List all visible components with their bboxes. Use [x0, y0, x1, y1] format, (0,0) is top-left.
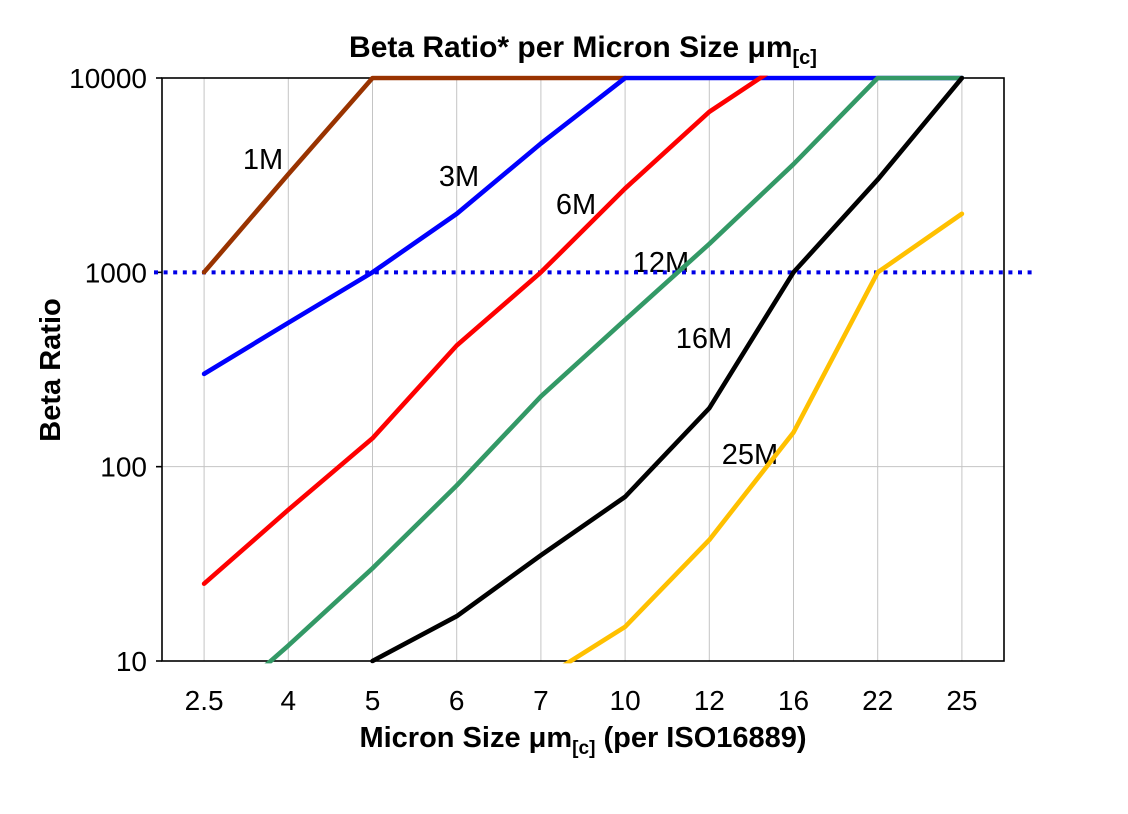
series-line-1M: [201, 75, 628, 275]
x-tick-label-16: 16: [778, 685, 809, 716]
titles: Beta Ratio* per Micron Size μm[c] Micron…: [35, 31, 817, 759]
series-label-16M: 16M: [676, 323, 732, 355]
y-tick-label-1000: 1000: [85, 257, 147, 288]
x-tick-label-22: 22: [862, 685, 893, 716]
series-label-6M: 6M: [556, 189, 596, 221]
series-line-6M: [201, 75, 768, 587]
x-tick-label-12: 12: [694, 685, 725, 716]
plot-border-group: [156, 77, 1005, 662]
chart-title: Beta Ratio* per Micron Size μm[c]: [349, 31, 817, 69]
x-tick-label-25: 25: [946, 685, 977, 716]
series-label-3M: 3M: [439, 161, 479, 193]
axis-tick-labels: 10 100 1000 10000 2.5 4 5 6 7 10 12 16 22 25: [69, 63, 977, 716]
y-tick-label-10000: 10000: [69, 63, 147, 94]
series-lines: [201, 75, 965, 664]
series-line-25M: [562, 211, 965, 664]
y-tick-label-10: 10: [116, 646, 147, 677]
series-line-3M: [201, 75, 965, 377]
series-label-12M: 12M: [633, 247, 689, 279]
series-line-12M: [264, 75, 965, 664]
x-tick-label-2.5: 2.5: [185, 685, 224, 716]
x-tick-label-4: 4: [281, 685, 297, 716]
x-tick-label-6: 6: [449, 685, 465, 716]
gridlines: [162, 78, 1004, 661]
y-tick-label-100: 100: [100, 452, 147, 483]
x-axis-title: Micron Size μm[c] (per ISO16889): [359, 722, 806, 759]
series-line-16M: [370, 75, 965, 664]
x-tick-label-7: 7: [533, 685, 549, 716]
series-label-1M: 1M: [243, 144, 283, 176]
y-axis-title: Beta Ratio: [35, 298, 67, 441]
x-tick-label-5: 5: [365, 685, 381, 716]
x-tick-label-10: 10: [610, 685, 641, 716]
